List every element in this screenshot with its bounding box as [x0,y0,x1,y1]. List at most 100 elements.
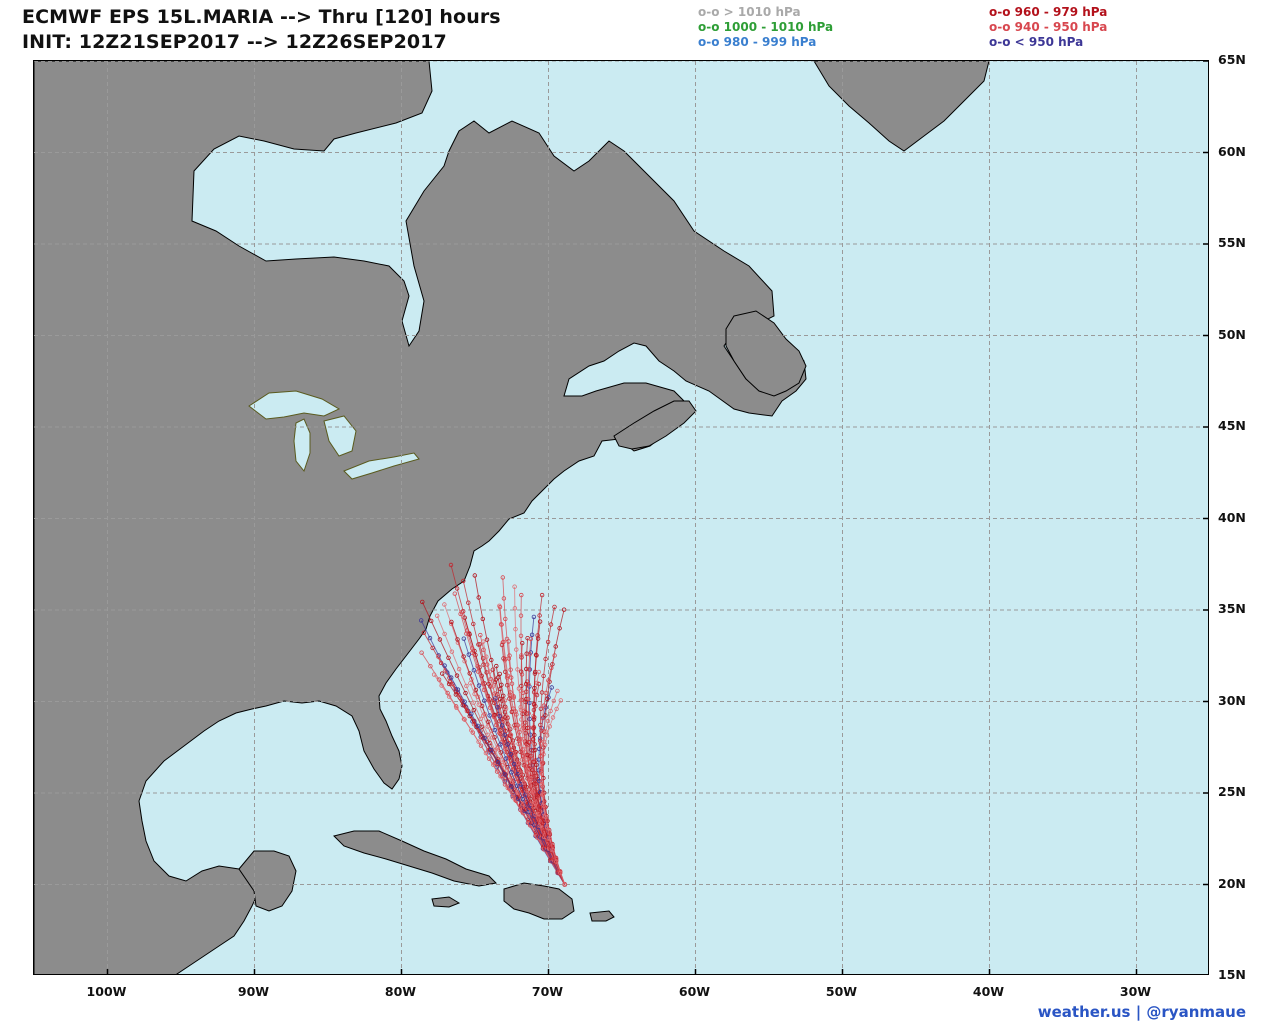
track-point [515,736,520,741]
track-point [515,790,520,796]
track-point [527,716,532,722]
track-point [526,711,531,716]
track-point [478,716,483,722]
track-point [480,616,485,622]
track-point [439,683,444,688]
track-point [539,760,545,765]
track-point [483,750,489,756]
track-point [541,739,547,744]
track-point [462,615,467,620]
track-point [480,656,486,661]
track-point [531,726,536,731]
track-point [501,596,507,601]
track-point [469,711,474,716]
track-point [485,732,491,737]
track-point [509,770,514,775]
track-point [525,768,531,773]
track-point [527,652,532,657]
track-point [512,584,517,589]
map-canvas [34,61,1208,974]
track-point [512,606,518,611]
hispaniola-land [503,882,575,920]
track-point [534,762,539,767]
track-point [476,683,482,688]
track-point [505,715,510,720]
track-point [513,709,518,714]
track-point [466,652,471,657]
track-point [489,657,494,663]
track-point [519,592,524,598]
track-point [519,717,524,722]
track-point [518,749,523,755]
track-point [547,679,552,684]
track-point [557,626,562,631]
track-point [501,656,506,661]
track-point [545,718,551,724]
track-point [515,771,520,777]
track-point [533,800,538,805]
track-point [516,760,521,766]
lake-michigan-water [293,418,311,473]
track-point [456,666,462,672]
track-point [505,742,510,747]
track-point [497,730,502,736]
track-point [519,653,524,658]
track-point [539,728,544,733]
track-point [513,627,518,632]
track-point [487,669,492,674]
track-point [442,631,447,637]
track-point [462,717,467,722]
track-point [523,757,529,762]
track-point [518,707,524,712]
track-point [486,698,491,703]
track-point [553,644,558,649]
track-point [430,645,435,651]
track-point [481,647,486,652]
track-point [555,688,560,694]
track-point [486,756,492,761]
track-point [532,770,537,776]
track-point [510,779,515,784]
track-point [537,613,542,618]
track-point [530,789,535,794]
track-point [476,702,481,707]
track-point [520,723,525,728]
track-point [495,760,501,765]
track-point [462,699,467,704]
track-point [467,671,472,676]
graticule [34,61,1208,974]
track-point [509,784,514,789]
track-point [461,578,466,584]
track-point [497,604,503,610]
track-point [502,732,507,738]
track-point [550,848,555,853]
track-point [531,701,537,707]
track-point [498,742,503,747]
legend-item-gt1010: o-o > 1010 hPa [698,5,801,19]
track-point [526,696,531,702]
track-point [493,696,498,701]
track-point [538,706,544,711]
track-point [428,664,433,669]
track-point [546,678,551,683]
track-point [519,683,524,689]
track-point [534,653,539,658]
track-point [446,655,451,660]
track-point [562,882,567,887]
track-point [480,681,486,686]
track-point [492,679,498,685]
track-point [479,724,485,729]
track-point [531,717,537,722]
track-point [489,747,494,753]
track-point [543,713,548,718]
track-point [504,768,510,773]
track-point [535,636,541,641]
track-point [440,671,445,676]
track-point [508,732,514,737]
track-point [494,663,499,669]
track-point [446,681,452,687]
track-point [528,739,533,745]
track-point [525,742,530,748]
track-point [526,667,532,672]
yucatan-land [238,850,297,912]
